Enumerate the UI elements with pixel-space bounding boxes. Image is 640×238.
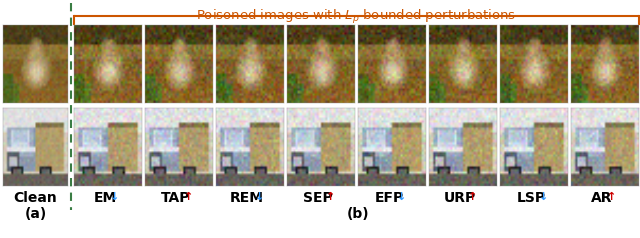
Text: (b): (b): [347, 207, 369, 221]
Text: SEP: SEP: [303, 191, 333, 205]
Text: EFP: EFP: [374, 191, 404, 205]
Text: AR: AR: [591, 191, 612, 205]
Text: ↓: ↓: [255, 192, 264, 202]
Text: (a): (a): [24, 207, 47, 221]
Text: TAP: TAP: [161, 191, 191, 205]
Text: ↑: ↑: [184, 192, 193, 202]
Text: URP: URP: [444, 191, 476, 205]
Text: ↓: ↓: [539, 192, 548, 202]
Text: REM: REM: [230, 191, 264, 205]
Text: ↑: ↑: [326, 192, 335, 202]
Text: ↑: ↑: [607, 192, 616, 202]
Text: LSP: LSP: [516, 191, 545, 205]
Text: ↓: ↓: [397, 192, 406, 202]
Text: Clean: Clean: [13, 191, 58, 205]
Text: Poisoned images with $L_p$ bounded perturbations: Poisoned images with $L_p$ bounded pertu…: [196, 8, 516, 26]
Text: EM: EM: [93, 191, 116, 205]
Text: ↑: ↑: [468, 192, 477, 202]
Text: ↓: ↓: [109, 192, 119, 202]
